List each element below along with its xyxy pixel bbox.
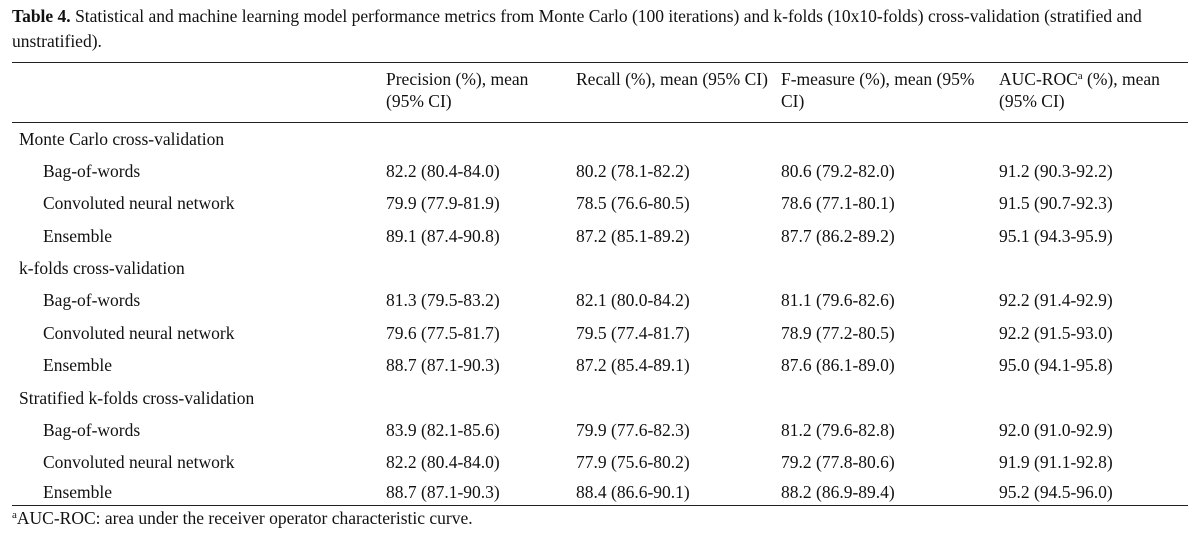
cell-auc: 95.2 (94.5-96.0)	[999, 481, 1113, 502]
cell-precision: 79.6 (77.5-81.7)	[386, 322, 500, 343]
cell-auc: 91.2 (90.3-92.2)	[999, 160, 1113, 181]
header-auc: AUC-ROCa (%), mean (95% CI)	[993, 63, 1188, 123]
cell-model: Convoluted neural network	[43, 322, 235, 343]
table-row: Ensemble 88.7 (87.1-90.3) 87.2 (85.4-89.1)…	[12, 350, 1188, 383]
cell-model: Convoluted neural network	[43, 452, 235, 473]
cell-model: Ensemble	[43, 355, 113, 376]
table-row: Ensemble 89.1 (87.4-90.8) 87.2 (85.1-89.2)…	[12, 220, 1188, 253]
cell-fmeasure: 87.6 (86.1-89.0)	[781, 355, 895, 376]
section-title: k-folds cross-validation	[19, 258, 185, 278]
cell-precision: 82.2 (80.4-84.0)	[386, 160, 500, 181]
cell-fmeasure: 78.6 (77.1-80.1)	[781, 193, 895, 214]
cell-auc: 95.1 (94.3-95.9)	[999, 225, 1113, 246]
table-row: Ensemble 88.7 (87.1-90.3) 88.4 (86.6-90.1)…	[12, 479, 1188, 506]
cell-model: Bag-of-words	[43, 290, 141, 311]
section-row: Stratified k-folds cross-validation	[12, 382, 1188, 414]
cell-model: Ensemble	[43, 481, 113, 502]
cell-fmeasure: 81.2 (79.6-82.8)	[781, 419, 895, 440]
header-row: Precision (%), mean (95% CI) Recall (%),…	[12, 62, 1188, 123]
cell-precision: 79.9 (77.9-81.9)	[386, 193, 500, 214]
table-body: Monte Carlo cross-validation Bag-of-words…	[12, 123, 1188, 506]
table-row: Convoluted neural network 82.2 (80.4-84.0…	[12, 447, 1188, 480]
cell-fmeasure: 78.9 (77.2-80.5)	[781, 322, 895, 343]
cell-model: Bag-of-words	[43, 160, 141, 181]
footnote-sup: a	[12, 509, 17, 521]
table-row: Convoluted neural network 79.6 (77.5-81.7…	[12, 317, 1188, 350]
cell-recall: 78.5 (76.6-80.5)	[576, 193, 690, 214]
section-row: k-folds cross-validation	[12, 253, 1188, 285]
cell-auc: 92.2 (91.5-93.0)	[999, 322, 1113, 343]
header-precision: Precision (%), mean (95% CI)	[386, 69, 529, 111]
cell-recall: 82.1 (80.0-84.2)	[576, 290, 690, 311]
section-row: Monte Carlo cross-validation	[12, 123, 1188, 156]
cell-auc: 95.0 (94.1-95.8)	[999, 355, 1113, 376]
cell-model: Convoluted neural network	[43, 193, 235, 214]
table-caption: Table 4. Statistical and machine learnin…	[12, 4, 1192, 54]
cell-auc: 92.2 (91.4-92.9)	[999, 290, 1113, 311]
section-title: Monte Carlo cross-validation	[19, 128, 225, 149]
cell-model: Ensemble	[43, 225, 113, 246]
cell-fmeasure: 81.1 (79.6-82.6)	[781, 290, 895, 311]
performance-table: Precision (%), mean (95% CI) Recall (%),…	[12, 62, 1188, 506]
cell-auc: 91.5 (90.7-92.3)	[999, 193, 1113, 214]
header-auc-sup: a	[1077, 70, 1083, 82]
header-auc-prefix: AUC-ROC	[999, 69, 1078, 89]
cell-precision: 89.1 (87.4-90.8)	[386, 225, 500, 246]
cell-fmeasure: 88.2 (86.9-89.4)	[781, 481, 895, 502]
cell-fmeasure: 79.2 (77.8-80.6)	[781, 452, 895, 473]
cell-precision: 88.7 (87.1-90.3)	[386, 481, 500, 502]
cell-precision: 83.9 (82.1-85.6)	[386, 419, 500, 440]
cell-precision: 82.2 (80.4-84.0)	[386, 452, 500, 473]
cell-recall: 80.2 (78.1-82.2)	[576, 160, 690, 181]
table-row: Bag-of-words 81.3 (79.5-83.2) 82.1 (80.0-8…	[12, 285, 1188, 318]
cell-precision: 81.3 (79.5-83.2)	[386, 290, 500, 311]
header-fmeasure: F-measure (%), mean (95% CI)	[781, 69, 975, 111]
header-recall: Recall (%), mean (95% CI)	[576, 69, 768, 89]
table-footnote: aAUC-ROC: area under the receiver operat…	[12, 508, 473, 529]
cell-precision: 88.7 (87.1-90.3)	[386, 355, 500, 376]
cell-auc: 92.0 (91.0-92.9)	[999, 419, 1113, 440]
cell-recall: 88.4 (86.6-90.1)	[576, 481, 690, 502]
table-row: Bag-of-words 82.2 (80.4-84.0) 80.2 (78.1-8…	[12, 155, 1188, 188]
header-model	[12, 63, 380, 123]
cell-recall: 79.9 (77.6-82.3)	[576, 419, 690, 440]
cell-fmeasure: 80.6 (79.2-82.0)	[781, 160, 895, 181]
table-row: Bag-of-words 83.9 (82.1-85.6) 79.9 (77.6-8…	[12, 414, 1188, 447]
cell-recall: 87.2 (85.4-89.1)	[576, 355, 690, 376]
table-label: Table 4.	[12, 6, 71, 26]
cell-recall: 87.2 (85.1-89.2)	[576, 225, 690, 246]
cell-recall: 79.5 (77.4-81.7)	[576, 322, 690, 343]
cell-auc: 91.9 (91.1-92.8)	[999, 452, 1113, 473]
cell-recall: 77.9 (75.6-80.2)	[576, 452, 690, 473]
section-title: Stratified k-folds cross-validation	[19, 387, 255, 408]
table-row: Convoluted neural network 79.9 (77.9-81.9…	[12, 188, 1188, 221]
footnote-text: AUC-ROC: area under the receiver operato…	[16, 508, 473, 528]
cell-model: Bag-of-words	[43, 419, 141, 440]
table-caption-text: Statistical and machine learning model p…	[12, 6, 1142, 51]
header-auc-suffix: (%), mean (95% CI)	[999, 69, 1160, 111]
cell-fmeasure: 87.7 (86.2-89.2)	[781, 225, 895, 246]
